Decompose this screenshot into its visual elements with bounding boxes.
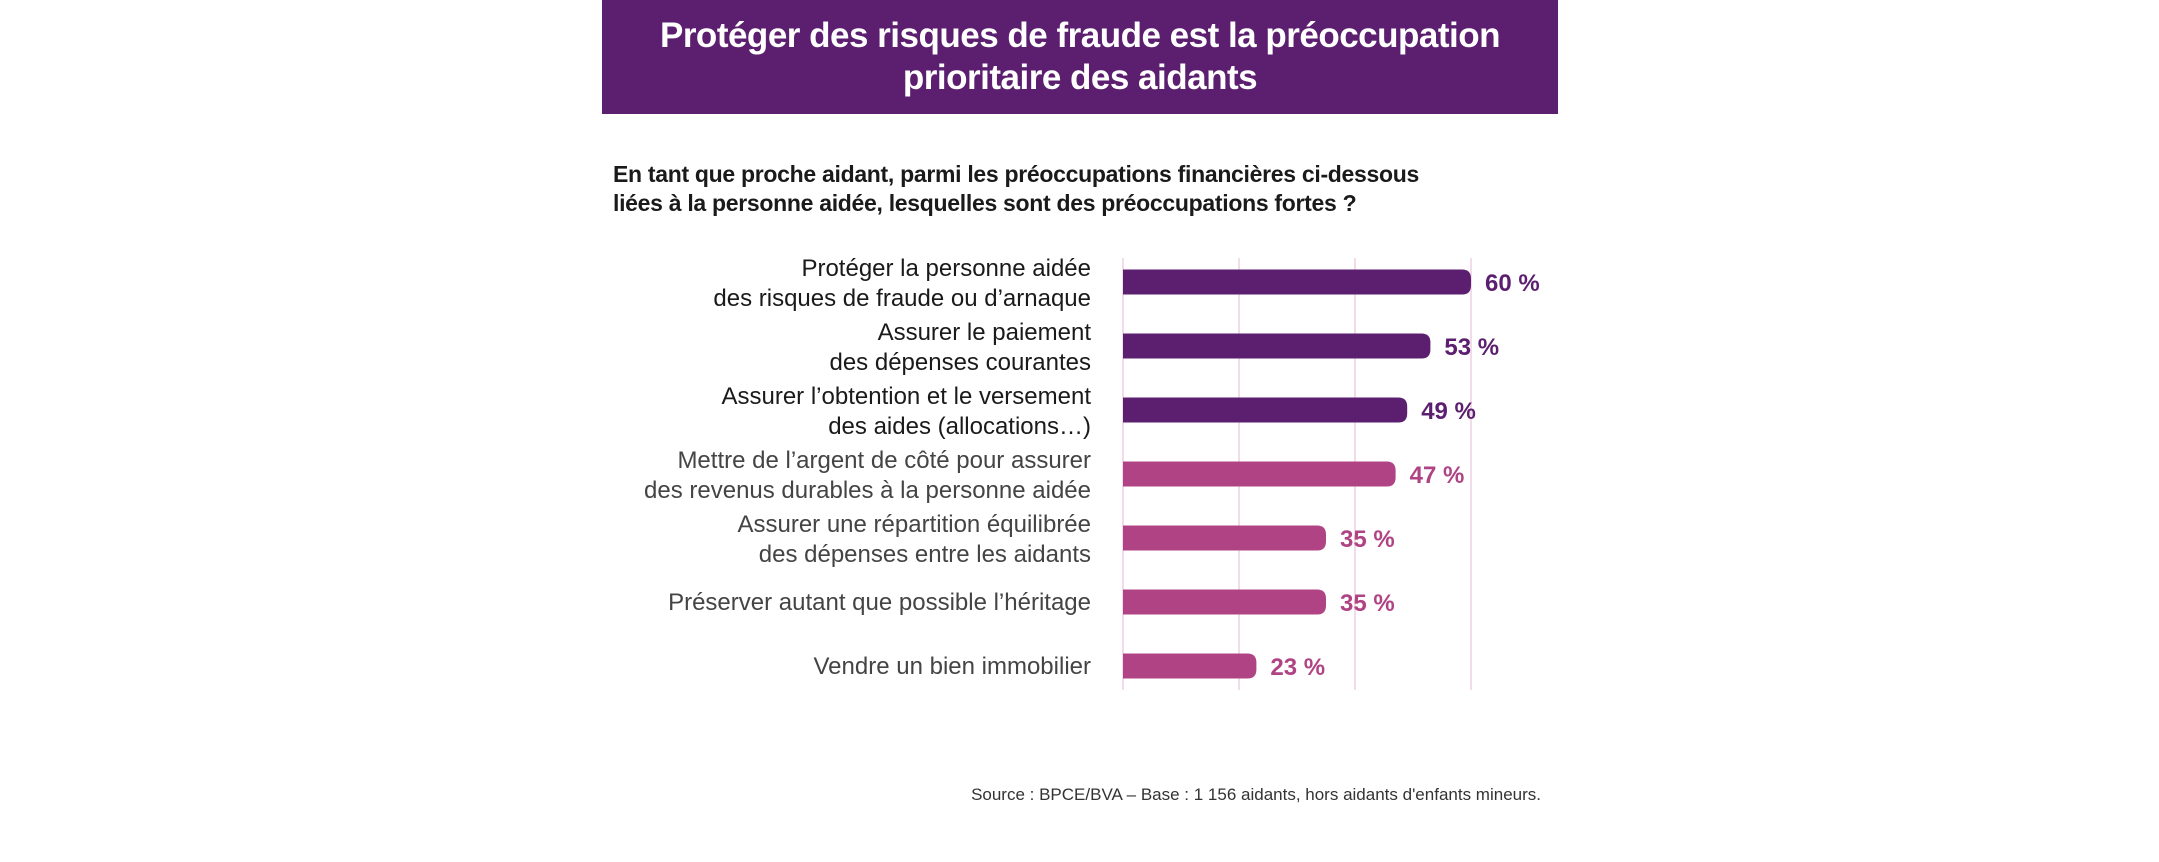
category-label-line: des revenus durables à la personne aidée: [644, 477, 1091, 504]
data-label: 23 %: [1270, 654, 1325, 681]
category-label-line: Assurer une répartition équilibrée: [737, 511, 1091, 538]
bar: [1123, 653, 1257, 679]
data-label: 47 %: [1410, 462, 1465, 489]
title-line-1: Protéger des risques de fraude est la pr…: [659, 16, 1501, 55]
title-banner: Protéger des risques de fraude est la pr…: [602, 0, 1558, 114]
data-label: 53 %: [1444, 334, 1499, 361]
category-label: Préserver autant que possible l’héritage: [668, 589, 1091, 616]
bar: [1123, 397, 1408, 423]
data-label: 35 %: [1340, 526, 1395, 553]
category-label: Assurer le paiement des dépenses courante…: [829, 319, 1091, 376]
data-label: 49 %: [1421, 398, 1476, 425]
source-note: Source : BPCE/BVA – Base : 1 156 aidants…: [971, 785, 1541, 804]
category-label-line: Préserver autant que possible l’héritage: [668, 589, 1091, 616]
category-label: Assurer l’obtention et le versement des a…: [721, 383, 1091, 440]
bar: [1123, 333, 1431, 359]
category-label-line: des aides (allocations…): [828, 413, 1091, 440]
question-line-2: liées à la personne aidée, lesquelles so…: [613, 190, 1357, 216]
category-label-line: Assurer le paiement: [878, 319, 1092, 346]
data-label: 35 %: [1340, 590, 1395, 617]
data-label: 60 %: [1485, 270, 1540, 297]
category-label-line: Protéger la personne aidée: [801, 255, 1091, 282]
category-label-line: des risques de fraude ou d’arnaque: [713, 285, 1091, 312]
category-label-line: des dépenses entre les aidants: [759, 541, 1091, 568]
category-label-line: Mettre de l’argent de côté pour assurer: [677, 447, 1091, 474]
title-line-2: prioritaire des aidants: [902, 58, 1258, 97]
bar: [1123, 461, 1396, 487]
category-label: Protéger la personne aidée des risques de…: [713, 255, 1091, 312]
bar: [1123, 589, 1326, 615]
category-label: Mettre de l’argent de côté pour assurer d…: [644, 447, 1091, 504]
category-label-line: des dépenses courantes: [829, 349, 1091, 376]
question-line-1: En tant que proche aidant, parmi les pré…: [613, 161, 1420, 187]
category-label: Assurer une répartition équilibrée des dé…: [737, 511, 1091, 568]
category-label-line: Assurer l’obtention et le versement: [721, 383, 1091, 410]
category-label-line: Vendre un bien immobilier: [814, 653, 1092, 680]
bar: [1123, 525, 1326, 551]
bar: [1123, 269, 1471, 295]
category-label: Vendre un bien immobilier: [814, 653, 1092, 680]
question-text: En tant que proche aidant, parmi les pré…: [613, 160, 1513, 218]
